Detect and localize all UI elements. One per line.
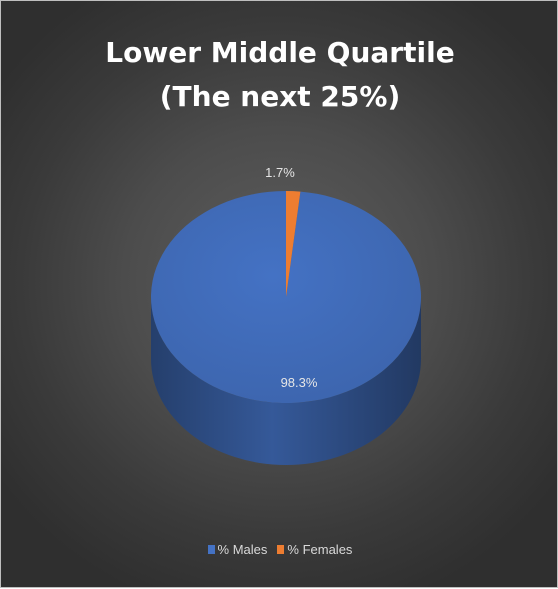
legend-swatch-males (207, 545, 215, 554)
legend-item-males: % Males (207, 542, 268, 557)
legend-label-females: % Females (287, 542, 353, 557)
pie-slice-males (151, 191, 422, 404)
pie-slice-females (286, 191, 301, 297)
data-label-males: 98.3% (281, 375, 318, 390)
legend-item-females: % Females (277, 542, 352, 557)
legend-label-males: % Males (217, 542, 268, 557)
data-label-females: 1.7% (265, 165, 295, 180)
pie-side-wall (151, 297, 421, 465)
chart-title: Lower Middle Quartile (The next 25%) (1, 31, 558, 119)
chart-title-line-2: (The next 25%) (159, 80, 401, 113)
legend-swatch-females (277, 545, 285, 554)
chart-title-line-1: Lower Middle Quartile (105, 36, 455, 69)
legend: % Males % Females (1, 542, 558, 557)
